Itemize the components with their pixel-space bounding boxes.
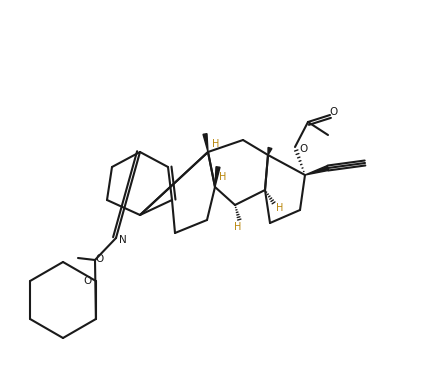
- Text: H: H: [219, 172, 227, 182]
- Polygon shape: [215, 167, 220, 187]
- Polygon shape: [305, 166, 329, 175]
- Text: N: N: [119, 235, 127, 245]
- Text: H: H: [276, 203, 284, 213]
- Text: O: O: [96, 254, 104, 264]
- Polygon shape: [203, 134, 208, 152]
- Text: O: O: [84, 276, 92, 286]
- Text: H: H: [234, 222, 242, 232]
- Text: H: H: [212, 139, 220, 149]
- Polygon shape: [268, 148, 272, 155]
- Text: O: O: [299, 144, 307, 154]
- Text: O: O: [330, 107, 338, 117]
